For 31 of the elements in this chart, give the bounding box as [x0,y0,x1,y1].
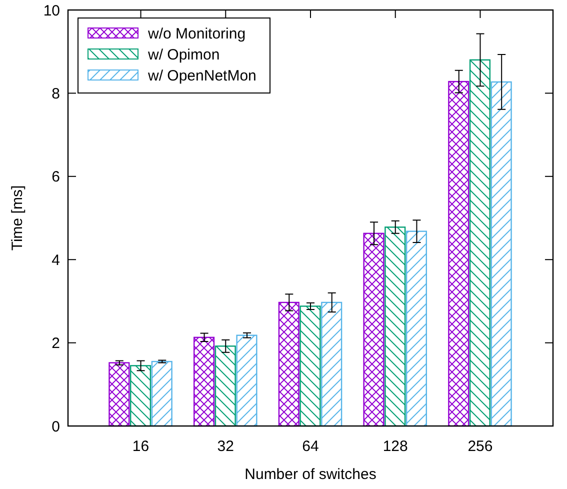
bar [236,334,258,427]
x-tick-label: 16 [132,438,150,455]
bar [151,360,172,427]
bar [278,302,300,427]
bar [108,362,130,427]
bar [321,302,342,427]
legend-label: w/ Opimon [147,46,220,64]
y-tick-label: 4 [52,252,60,269]
y-tick-label: 6 [52,168,60,186]
bar [214,346,236,427]
legend-label: w/ OpenNetMon [147,67,256,84]
y-tick-label: 2 [52,335,60,352]
x-tick-label: 32 [217,438,234,455]
y-tick-label: 8 [52,85,60,102]
bar [406,230,427,427]
x-tick-label: 128 [382,438,408,455]
bar [384,226,406,427]
legend-label: w/o Monitoring [147,25,246,42]
y-tick-label: 10 [43,2,60,20]
bar [194,336,215,427]
bar [363,232,384,427]
bar [130,365,152,427]
y-tick-label: 0 [52,418,60,436]
x-tick-label: 64 [302,438,319,455]
x-tick-label: 256 [468,438,493,455]
bar [469,59,491,427]
bar [490,81,512,427]
y-axis-title: Time [ms] [9,185,26,251]
bar [448,80,470,427]
bar [300,306,321,427]
x-axis-title: Number of switches [244,466,376,483]
